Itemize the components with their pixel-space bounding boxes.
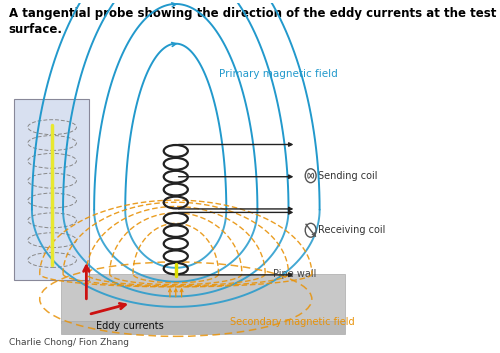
Text: Primary magnetic field: Primary magnetic field (218, 68, 338, 79)
Text: Pipe wall: Pipe wall (273, 269, 316, 279)
Bar (14, 99, 90, 280)
Text: Charlie Chong/ Fion Zhang: Charlie Chong/ Fion Zhang (8, 338, 128, 347)
Bar (61, 321, 345, 334)
Text: Eddy currents: Eddy currents (96, 321, 164, 331)
Text: A tangential probe showing the direction of the eddy currents at the test
surfac: A tangential probe showing the direction… (8, 7, 496, 36)
Text: Secondary magnetic field: Secondary magnetic field (230, 317, 355, 327)
Text: Receiving coil: Receiving coil (318, 225, 386, 235)
Bar (61, 274, 345, 323)
Text: Sending coil: Sending coil (318, 171, 378, 181)
